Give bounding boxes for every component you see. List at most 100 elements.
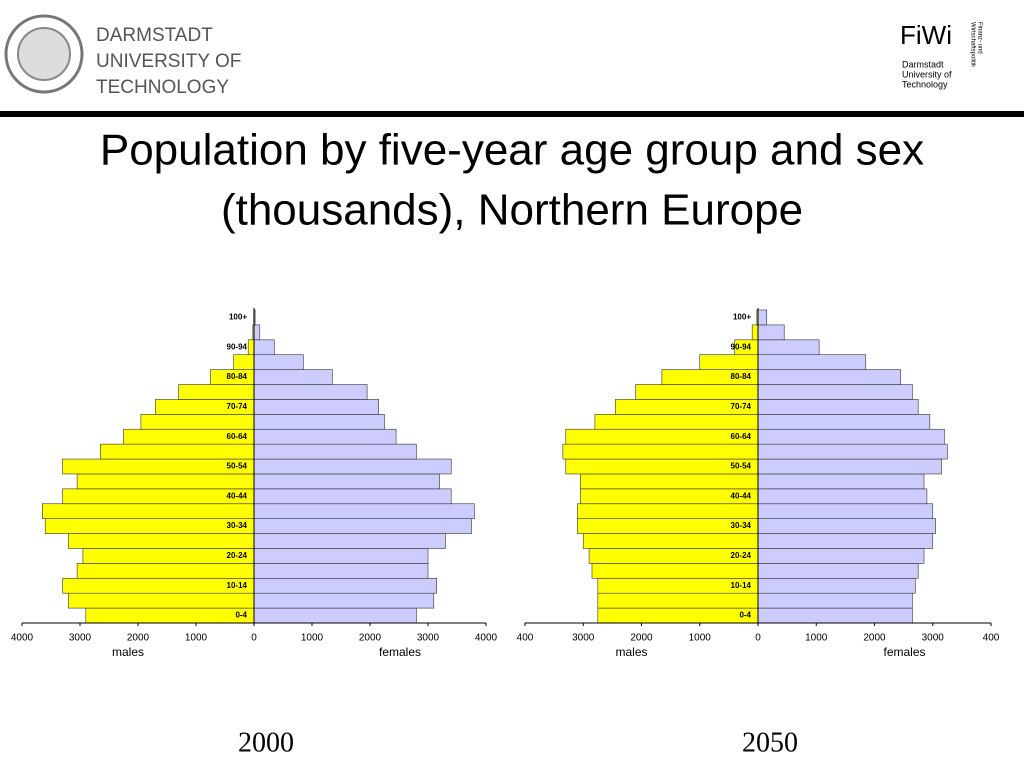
bar xyxy=(253,443,417,460)
age-label: 70-74 xyxy=(731,402,752,411)
bar xyxy=(62,488,255,505)
bar xyxy=(635,384,759,400)
x-tick-label: 1000 xyxy=(805,633,828,644)
bar xyxy=(253,533,446,549)
bar xyxy=(140,414,255,430)
bar xyxy=(757,607,913,624)
age-label: 30-34 xyxy=(227,521,248,530)
age-label: 50-54 xyxy=(227,462,248,471)
bar xyxy=(253,548,429,564)
bar xyxy=(100,443,255,460)
x-tick-label: 1000 xyxy=(689,633,712,644)
year-label: 2000 xyxy=(238,727,294,758)
fiwi-side: Finanz- und xyxy=(976,22,982,54)
bar xyxy=(577,503,759,519)
bar xyxy=(562,443,759,460)
x-tick-label: 1000 xyxy=(301,633,324,644)
bar xyxy=(253,503,475,519)
x-tick-label: 2000 xyxy=(630,633,653,644)
bar xyxy=(233,354,255,370)
bar xyxy=(253,428,397,445)
bar xyxy=(757,369,902,385)
bar xyxy=(757,518,936,534)
bar xyxy=(253,592,435,609)
bar xyxy=(757,428,945,445)
age-label: 0-4 xyxy=(739,611,751,620)
sex-label: males xyxy=(615,645,647,659)
age-label: 40-44 xyxy=(227,491,248,500)
bar xyxy=(591,563,759,579)
x-tick-label: 3000 xyxy=(417,633,440,644)
bar xyxy=(757,443,948,460)
bar xyxy=(757,563,919,579)
bar xyxy=(253,384,368,400)
bar xyxy=(62,577,255,594)
fiwi-line: Darmstadt xyxy=(902,59,944,69)
bar xyxy=(253,458,452,475)
age-label: 30-34 xyxy=(731,521,752,530)
slide-title: (thousands), Northern Europe xyxy=(221,186,803,235)
bar xyxy=(253,577,437,594)
bar xyxy=(62,458,255,475)
age-label: 100+ xyxy=(229,313,247,322)
year-label: 2050 xyxy=(742,727,798,758)
x-tick-label: 2000 xyxy=(127,633,150,644)
x-tick-label: 3000 xyxy=(69,633,92,644)
age-label: 80-84 xyxy=(731,372,752,381)
bar xyxy=(76,473,255,490)
x-tick-label: 3000 xyxy=(572,633,595,644)
age-label: 10-14 xyxy=(731,581,752,590)
bar xyxy=(68,533,255,549)
age-label: 50-54 xyxy=(731,462,752,471)
bar xyxy=(253,369,333,385)
bar xyxy=(757,309,768,326)
x-tick-label: 4000 xyxy=(11,633,34,644)
bar xyxy=(582,533,759,549)
bar xyxy=(757,324,785,341)
fiwi-line: Technology xyxy=(902,79,948,89)
bar xyxy=(565,458,759,475)
bar xyxy=(253,473,440,490)
bar xyxy=(757,533,934,549)
bar xyxy=(757,384,913,400)
sex-label: females xyxy=(379,645,421,659)
bar xyxy=(247,339,255,356)
x-tick-label: 0 xyxy=(251,633,257,644)
bar xyxy=(757,503,934,519)
age-label: 80-84 xyxy=(227,372,248,381)
bar xyxy=(253,354,304,370)
bar xyxy=(757,399,919,415)
bar xyxy=(253,488,452,505)
x-tick-label: 400 xyxy=(517,633,534,644)
bar xyxy=(253,563,429,579)
x-tick-label: 2000 xyxy=(359,633,382,644)
university-name: TECHNOLOGY xyxy=(96,77,229,98)
age-label: 60-64 xyxy=(227,432,248,441)
age-label: 10-14 xyxy=(227,581,248,590)
age-label: 20-24 xyxy=(227,551,248,560)
x-tick-label: 1000 xyxy=(185,633,208,644)
fiwi-side: Wirtschaftspolitik xyxy=(969,22,975,68)
bar xyxy=(253,339,275,356)
bar xyxy=(580,473,759,490)
bar xyxy=(594,414,759,430)
bar xyxy=(565,428,759,445)
bar xyxy=(253,414,385,430)
bar xyxy=(757,354,867,370)
x-tick-label: 2000 xyxy=(863,633,886,644)
bar xyxy=(699,354,759,370)
bar xyxy=(253,399,379,415)
bar xyxy=(68,592,255,609)
bar xyxy=(757,592,913,609)
age-label: 100+ xyxy=(733,313,751,322)
fiwi-logo: FiWi xyxy=(900,20,952,50)
x-tick-label: 3000 xyxy=(922,633,945,644)
bar xyxy=(253,607,417,624)
logo-head xyxy=(17,27,71,81)
age-label: 40-44 xyxy=(731,491,752,500)
bar xyxy=(757,548,925,564)
bar xyxy=(76,563,255,579)
age-label: 60-64 xyxy=(731,432,752,441)
bar xyxy=(85,607,255,624)
